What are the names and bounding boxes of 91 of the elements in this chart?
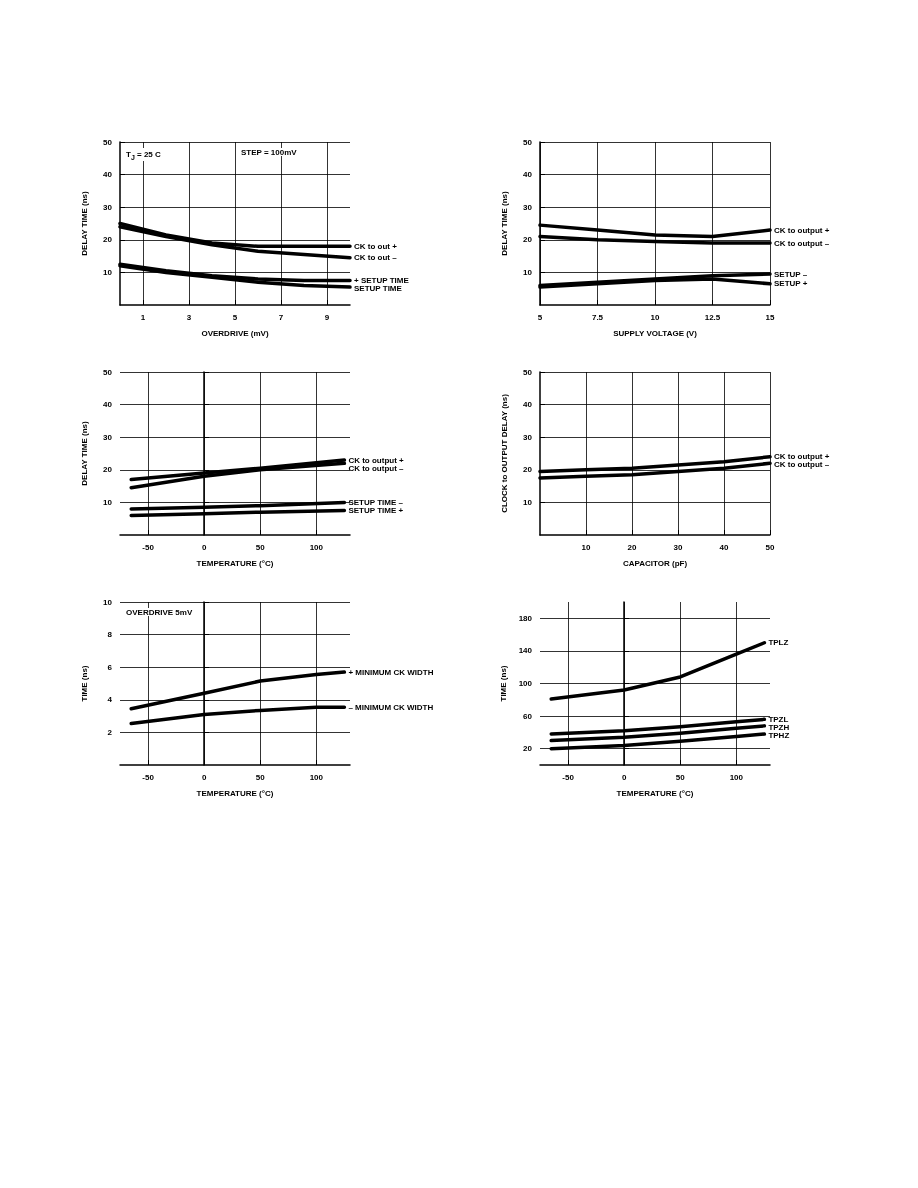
x-tick-label: 50 xyxy=(675,772,686,782)
series-label: TPLZ xyxy=(768,638,789,648)
series-label: CK to output – xyxy=(774,238,830,248)
series-label: CK to output + xyxy=(774,452,830,462)
y-tick-label: 40 xyxy=(103,170,113,180)
y-tick-label: 2 xyxy=(107,727,113,737)
annotation: OVERDRIVE 5mV xyxy=(126,607,193,617)
y-tick-label: 20 xyxy=(103,235,113,245)
y-tick-label: 50 xyxy=(523,137,533,147)
y-tick-label: 20 xyxy=(523,465,533,475)
x-tick-label: 50 xyxy=(765,542,775,552)
x-tick-label: 12.5 xyxy=(704,312,721,322)
series-label: SETUP TIME – xyxy=(348,497,404,507)
y-axis-title: DELAY TIME (ns) xyxy=(79,420,89,486)
x-tick-label: 100 xyxy=(309,542,324,552)
x-tick-label: 9 xyxy=(324,312,330,322)
x-axis-title: SUPPLY VOLTAGE (V) xyxy=(613,328,698,338)
y-tick-label: 140 xyxy=(518,646,533,656)
y-tick-label: 30 xyxy=(523,202,533,212)
x-tick-label: 0 xyxy=(201,542,207,552)
x-axis-title: CAPACITOR (pF) xyxy=(622,558,688,568)
x-tick-label: 50 xyxy=(255,542,266,552)
x-tick-label: -50 xyxy=(142,542,155,552)
y-tick-label: 4 xyxy=(107,695,113,705)
y-tick-label: 30 xyxy=(103,202,113,212)
series-label: TPZH xyxy=(768,722,790,732)
series-label: SETUP + xyxy=(774,279,808,289)
y-tick-label: 10 xyxy=(103,597,113,607)
y-axis-title: DELAY TIME (ns) xyxy=(79,190,89,256)
x-tick-label: 1 xyxy=(140,312,146,322)
x-tick-label: 40 xyxy=(719,542,729,552)
x-tick-label: -50 xyxy=(562,772,575,782)
x-axis-title: TEMPERATURE (°C) xyxy=(196,788,274,798)
x-tick-label: 10 xyxy=(650,312,660,322)
y-tick-label: 10 xyxy=(103,267,113,277)
series-label: TPHZ xyxy=(768,730,790,740)
series-label: SETUP TIME xyxy=(354,284,403,294)
y-axis-title: CLOCK to OUTPUT DELAY (ns) xyxy=(499,393,509,513)
series-label: CK to output + xyxy=(774,225,830,235)
y-tick-label: 50 xyxy=(523,367,533,377)
y-tick-label: 10 xyxy=(523,267,533,277)
x-tick-label: 5 xyxy=(537,312,543,322)
x-tick-label: 10 xyxy=(581,542,591,552)
series-label: TPZL xyxy=(768,714,789,724)
x-tick-label: -50 xyxy=(142,772,155,782)
x-tick-label: 20 xyxy=(627,542,637,552)
x-tick-label: 5 xyxy=(232,312,238,322)
y-tick-label: 40 xyxy=(103,400,113,410)
y-tick-label: 10 xyxy=(523,497,533,507)
series-label: SETUP – xyxy=(774,269,808,279)
y-tick-label: 20 xyxy=(523,235,533,245)
y-tick-label: 6 xyxy=(107,662,113,672)
x-axis-title: TEMPERATURE (°C) xyxy=(616,788,694,798)
x-tick-label: 0 xyxy=(621,772,627,782)
x-tick-label: 7.5 xyxy=(591,312,604,322)
x-tick-label: 100 xyxy=(309,772,324,782)
y-tick-label: 100 xyxy=(518,679,533,688)
y-tick-label: 50 xyxy=(103,367,113,377)
series-label: – MINIMUM CK WIDTH xyxy=(348,702,434,712)
series-label: + MINIMUM CK WIDTH xyxy=(348,667,434,677)
x-axis-title: TEMPERATURE (°C) xyxy=(196,558,274,568)
series-label: SETUP TIME + xyxy=(348,506,404,516)
series-label: CK to out + xyxy=(354,241,398,251)
x-tick-label: 15 xyxy=(765,312,775,322)
y-tick-label: 40 xyxy=(523,170,533,180)
y-tick-label: 60 xyxy=(523,711,533,721)
y-axis-title: TIME (ns) xyxy=(79,665,89,702)
y-axis-title: TIME (ns) xyxy=(499,665,509,702)
x-axis-title: OVERDRIVE (mV) xyxy=(201,328,269,338)
y-tick-label: 10 xyxy=(103,497,113,507)
x-tick-label: 0 xyxy=(201,772,207,782)
y-tick-label: 20 xyxy=(523,744,533,754)
annotation: STEP = 100mV xyxy=(241,147,298,157)
x-tick-label: 50 xyxy=(255,772,266,782)
y-tick-label: 30 xyxy=(103,432,113,442)
x-tick-label: 3 xyxy=(186,312,192,322)
y-tick-label: 50 xyxy=(103,137,113,147)
y-tick-label: 8 xyxy=(107,630,113,640)
x-tick-label: 100 xyxy=(729,772,744,782)
series-label: + SETUP TIME xyxy=(354,276,410,286)
y-tick-label: 20 xyxy=(103,465,113,475)
series-label: CK to output – xyxy=(348,463,405,473)
y-axis-title: DELAY TIME (ns) xyxy=(499,190,509,256)
x-tick-label: 7 xyxy=(278,312,284,322)
y-tick-label: 180 xyxy=(518,613,533,623)
y-tick-label: 40 xyxy=(523,400,533,410)
y-tick-label: 30 xyxy=(523,432,533,442)
series-label: CK to output – xyxy=(774,460,830,470)
x-tick-label: 30 xyxy=(673,542,683,552)
series-label: CK to out – xyxy=(354,253,398,263)
series-label: CK to output + xyxy=(348,455,405,465)
